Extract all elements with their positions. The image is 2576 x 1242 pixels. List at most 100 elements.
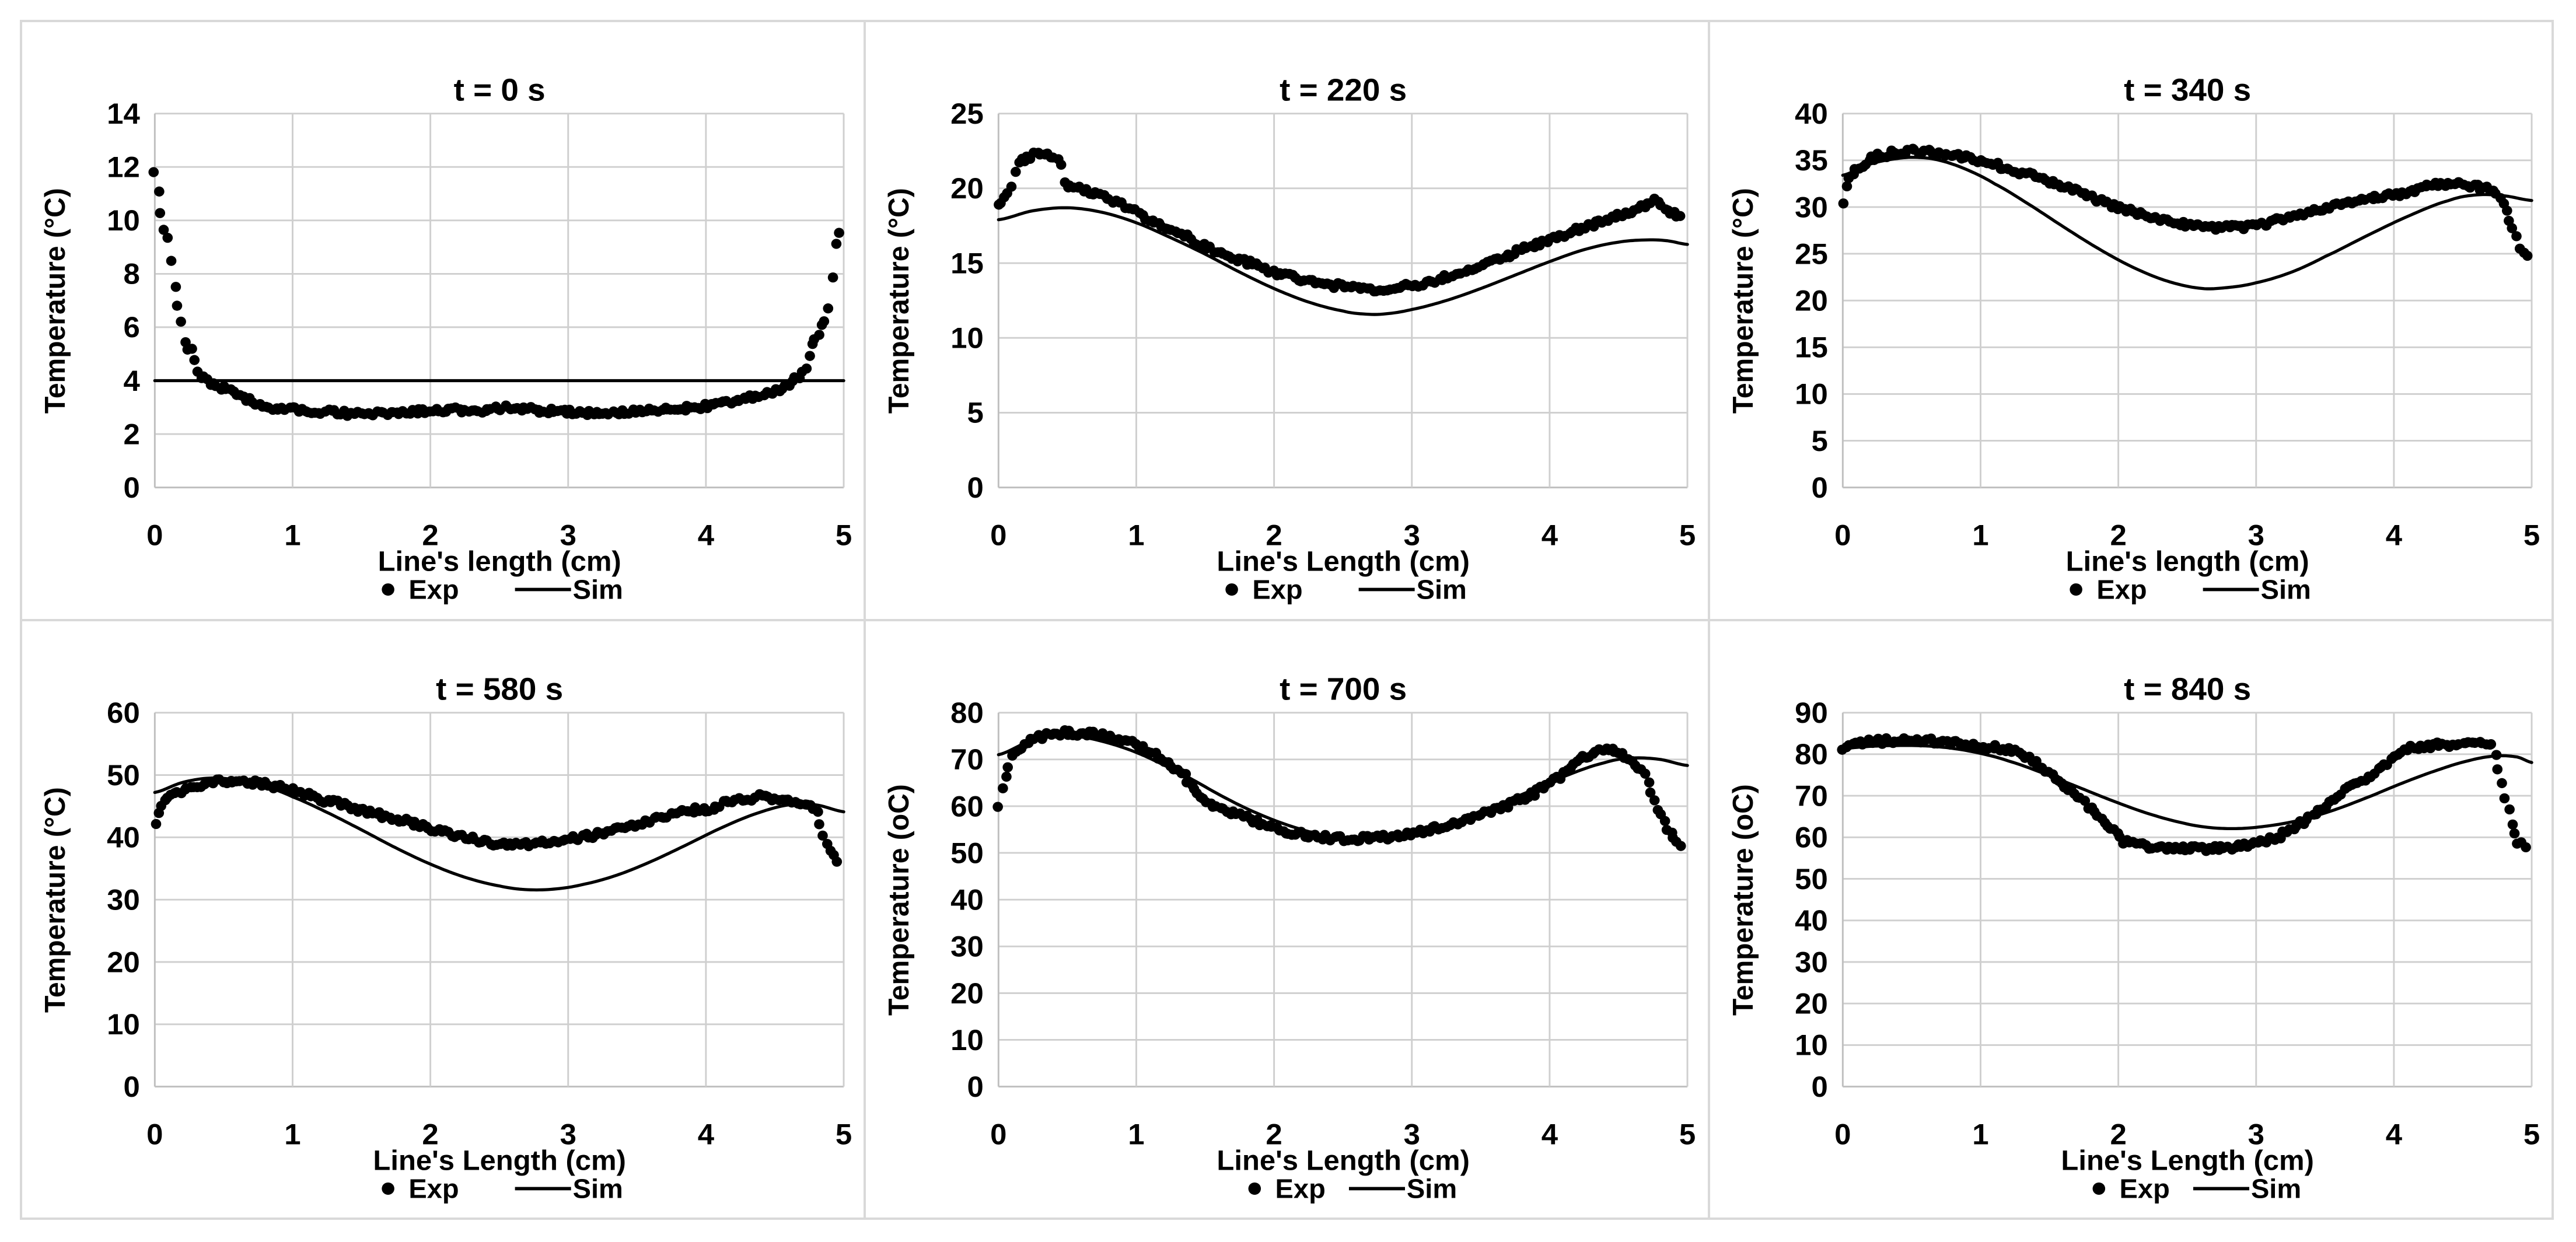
legend-exp-marker-icon bbox=[382, 1182, 394, 1195]
gridlines bbox=[998, 113, 1689, 489]
y-axis-title: Temperature (°C) bbox=[1727, 188, 1759, 414]
legend-exp-marker-icon bbox=[2069, 583, 2082, 596]
y-tick-label: 0 bbox=[1811, 1070, 1827, 1103]
x-tick-label: 2 bbox=[2110, 519, 2126, 551]
legend-exp-label: Exp bbox=[2096, 575, 2147, 604]
chart-title: t = 580 s bbox=[436, 671, 563, 706]
y-tick-label: 8 bbox=[124, 257, 140, 290]
legend-exp-marker-icon bbox=[382, 583, 394, 596]
gridlines bbox=[1841, 711, 2533, 1087]
gridlines bbox=[153, 711, 845, 1087]
sim-line bbox=[1841, 156, 2533, 291]
y-axis-title: Temperature (°C) bbox=[40, 188, 72, 414]
exp-points bbox=[994, 147, 1686, 297]
y-tick-label: 2 bbox=[124, 418, 140, 450]
plot-svg-t340: 0 5 10 15 20 25 30 35 40 0 1 2 3 4 5 t = 340 s Tempera… bbox=[1727, 72, 2540, 604]
x-tick-label: 4 bbox=[2385, 519, 2402, 551]
y-axis-title: Temperature (°C) bbox=[40, 787, 72, 1013]
chart-panel-5: 0 10 20 30 40 50 60 70 80 0 1 2 3 4 5 t = 700 s Temper… bbox=[866, 621, 1708, 1217]
legend-sim-label: Sim bbox=[2251, 1173, 2301, 1203]
tick-labels: 0 5 10 15 20 25 0 1 2 3 4 5 bbox=[951, 97, 1696, 551]
x-tick-label: 2 bbox=[1266, 519, 1282, 551]
tick-labels: 0 10 20 30 40 50 60 0 1 2 3 4 5 bbox=[107, 696, 852, 1150]
data-series bbox=[1837, 733, 2533, 856]
chart-title: t = 220 s bbox=[1280, 72, 1407, 107]
y-tick-label: 10 bbox=[1795, 377, 1828, 410]
legend-sim-label: Sim bbox=[573, 575, 623, 604]
y-tick-label: 35 bbox=[1795, 144, 1828, 177]
y-tick-label: 0 bbox=[967, 1070, 984, 1103]
x-tick-label: 0 bbox=[1834, 519, 1851, 551]
x-axis-title: Line's length (cm) bbox=[2065, 546, 2309, 577]
x-axis-title: Line's length (cm) bbox=[378, 546, 621, 577]
legend-exp-label: Exp bbox=[408, 1173, 459, 1203]
chart-panel-4: 0 10 20 30 40 50 60 0 1 2 3 4 5 t = 580 s Temperatur… bbox=[22, 621, 864, 1217]
y-tick-label: 0 bbox=[967, 471, 984, 503]
x-tick-label: 3 bbox=[560, 519, 576, 551]
y-tick-label: 20 bbox=[107, 945, 140, 978]
data-series bbox=[151, 774, 845, 891]
x-tick-label: 1 bbox=[1128, 519, 1145, 551]
y-tick-label: 50 bbox=[107, 758, 140, 791]
y-tick-label: 30 bbox=[1795, 191, 1828, 223]
y-tick-label: 10 bbox=[951, 321, 984, 354]
x-tick-label: 1 bbox=[284, 1118, 300, 1150]
y-tick-label: 20 bbox=[1795, 284, 1828, 317]
x-tick-label: 5 bbox=[1679, 519, 1696, 551]
legend-exp-label: Exp bbox=[408, 575, 459, 604]
legend-exp-marker-icon bbox=[1248, 1182, 1261, 1195]
x-tick-label: 4 bbox=[2385, 1118, 2402, 1150]
y-tick-label: 60 bbox=[1795, 821, 1828, 853]
y-tick-label: 0 bbox=[124, 471, 140, 503]
y-tick-label: 0 bbox=[1811, 471, 1827, 503]
x-tick-label: 0 bbox=[1834, 1118, 1851, 1150]
x-tick-label: 3 bbox=[1404, 519, 1420, 551]
legend: Exp Sim bbox=[2092, 1173, 2301, 1203]
gridlines bbox=[998, 711, 1689, 1087]
y-tick-label: 5 bbox=[1811, 424, 1827, 457]
x-axis-title: Line's Length (cm) bbox=[1217, 1145, 1470, 1175]
legend: Exp Sim bbox=[1225, 575, 1467, 604]
x-tick-label: 5 bbox=[2523, 519, 2540, 551]
x-tick-label: 1 bbox=[1972, 1118, 1988, 1150]
y-tick-label: 6 bbox=[124, 311, 140, 344]
gridlines bbox=[153, 113, 845, 489]
tick-labels: 0 5 10 15 20 25 30 35 40 0 1 2 3 4 5 bbox=[1795, 97, 2540, 551]
y-tick-label: 0 bbox=[124, 1070, 140, 1103]
tick-labels: 0 10 20 30 40 50 60 70 80 0 1 2 3 4 5 bbox=[951, 696, 1696, 1150]
chart-title: t = 840 s bbox=[2124, 671, 2251, 706]
y-tick-label: 12 bbox=[107, 151, 140, 183]
legend-sim-label: Sim bbox=[1417, 575, 1467, 604]
exp-points bbox=[1837, 733, 2531, 856]
legend: Exp Sim bbox=[1248, 1173, 1457, 1203]
x-tick-label: 5 bbox=[836, 1118, 852, 1150]
y-axis-title: Temperature (oC) bbox=[883, 784, 915, 1016]
y-tick-label: 40 bbox=[1795, 904, 1828, 936]
y-tick-label: 20 bbox=[1795, 986, 1828, 1019]
tick-labels: 0 10 20 30 40 50 60 70 80 90 0 1 2 3 4 5 bbox=[1795, 696, 2540, 1150]
x-tick-label: 4 bbox=[698, 519, 714, 551]
x-tick-label: 5 bbox=[1679, 1118, 1696, 1150]
data-series bbox=[994, 147, 1690, 316]
legend-sim-label: Sim bbox=[1407, 1173, 1457, 1203]
chart-panel-1: 0 2 4 6 8 10 12 14 0 1 2 3 4 5 t = 0 s Temperature (°… bbox=[22, 22, 864, 619]
data-series bbox=[1838, 144, 2533, 291]
legend-exp-marker-icon bbox=[1225, 583, 1239, 596]
x-tick-label: 3 bbox=[2248, 519, 2264, 551]
legend-exp-marker-icon bbox=[2092, 1182, 2105, 1195]
x-tick-label: 1 bbox=[1128, 1118, 1145, 1150]
exp-points bbox=[148, 167, 844, 421]
y-tick-label: 10 bbox=[107, 204, 140, 237]
legend-exp-label: Exp bbox=[1253, 575, 1303, 604]
x-tick-label: 3 bbox=[1404, 1118, 1420, 1150]
exp-points bbox=[151, 774, 843, 867]
x-tick-label: 5 bbox=[836, 519, 852, 551]
legend-sim-label: Sim bbox=[573, 1173, 623, 1203]
x-tick-label: 2 bbox=[422, 1118, 438, 1150]
legend-exp-label: Exp bbox=[2119, 1173, 2169, 1203]
chart-panel-3: 0 5 10 15 20 25 30 35 40 0 1 2 3 4 5 t = 340 s Tempera… bbox=[1710, 22, 2551, 619]
y-tick-label: 50 bbox=[1795, 862, 1828, 895]
y-tick-label: 50 bbox=[951, 836, 984, 869]
